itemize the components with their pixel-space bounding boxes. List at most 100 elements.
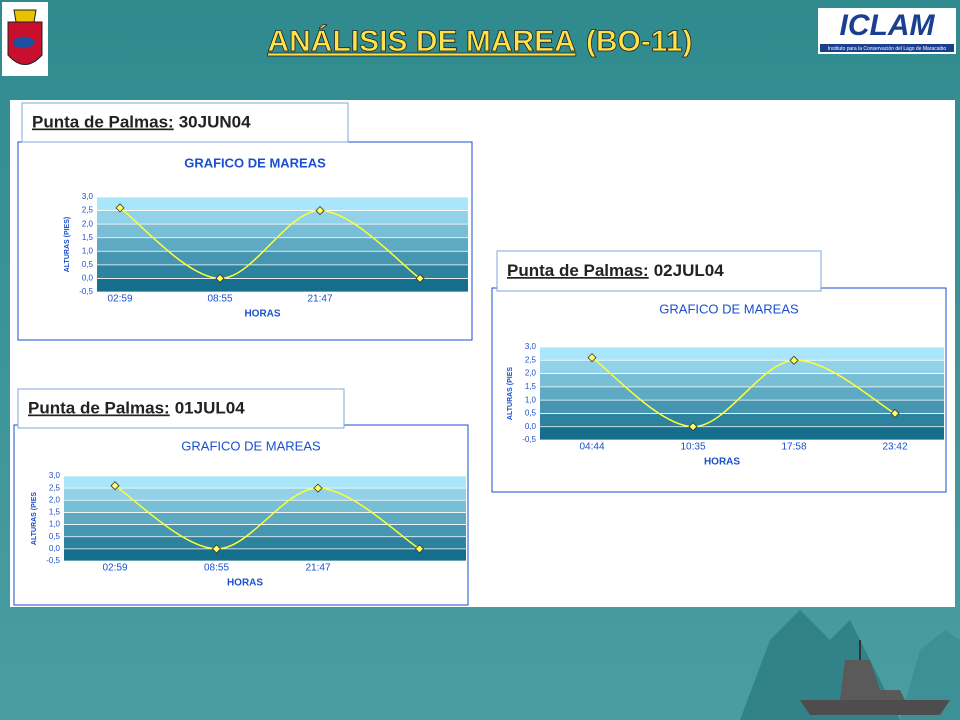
chart-title: GRAFICO DE MAREAS (181, 438, 321, 453)
y-tick-label: 1,0 (82, 246, 94, 255)
plot-band (540, 413, 944, 427)
y-tick-label: -0,5 (522, 435, 536, 444)
shield-logo (2, 2, 48, 76)
y-tick-label: 1,0 (525, 395, 537, 404)
caption-date: 01JUL04 (175, 399, 245, 418)
caption-place: Punta de Palmas: (32, 113, 174, 132)
plot-band (97, 210, 468, 225)
caption: Punta de Palmas: 30JUN04 (32, 113, 251, 132)
data-point (789, 355, 799, 365)
caption: Punta de Palmas: 01JUL04 (28, 399, 245, 418)
tide-line (114, 485, 420, 550)
y-tick-label: 0,0 (49, 544, 61, 553)
plot-band (64, 512, 466, 525)
x-tick-label: 23:42 (882, 442, 907, 453)
y-tick-label: 2,5 (525, 355, 537, 364)
y-tick-label: 0,0 (82, 274, 94, 283)
data-point (211, 544, 222, 554)
data-point (587, 353, 597, 363)
x-tick-label: 02:59 (102, 563, 127, 574)
y-tick-label: 1,5 (525, 382, 537, 391)
x-axis-title: HORAS (244, 309, 280, 320)
y-tick-label: 0,5 (82, 260, 94, 269)
y-axis-title: ALTURAS (PIES) (64, 217, 71, 272)
plot-band (97, 237, 468, 252)
y-tick-label: 2,0 (82, 219, 94, 228)
plot-band (64, 536, 466, 549)
caption-place: Punta de Palmas: (507, 261, 649, 280)
chart: GRAFICO DE MAREAS -0,5 0,0 0,5 1,0 1,5 2,0 2,5 3… (491, 250, 947, 493)
caption-box (17, 388, 345, 429)
plot-band (540, 386, 944, 401)
x-tick-label: 21:47 (307, 294, 332, 305)
y-tick-label: 3,0 (525, 342, 537, 351)
y-tick-label: 2,5 (49, 483, 61, 492)
data-point (415, 273, 425, 283)
y-tick-label: 3,0 (49, 471, 61, 480)
y-tick-label: 0,0 (525, 422, 537, 431)
plot-band (540, 360, 944, 374)
page-title: ANÁLISIS DE MAREA (BO-11) (267, 24, 692, 58)
iclam-logo: ICLAM Instituto para la Conservación del… (818, 8, 956, 54)
data-point (688, 422, 698, 432)
y-tick-label: 1,0 (49, 520, 61, 529)
title-main: ANÁLISIS DE MAREA (267, 24, 575, 58)
decoration (740, 610, 960, 720)
plot-band (64, 548, 466, 561)
data-point (115, 203, 125, 213)
caption-date: 30JUN04 (179, 113, 251, 132)
caption-box (21, 102, 349, 143)
chart-title: GRAFICO DE MAREAS (659, 301, 799, 316)
plot-band (64, 500, 466, 513)
title-suffix: (BO-11) (586, 25, 693, 58)
data-point (110, 481, 120, 491)
y-axis-title: ALTURAS (PIES (31, 492, 38, 545)
plot-band (97, 264, 468, 279)
y-tick-label: 2,0 (525, 369, 537, 378)
plot-band (97, 224, 468, 238)
logo-text: ICLAM (840, 9, 936, 42)
x-axis-title: HORAS (704, 457, 740, 468)
x-tick-label: 10:35 (680, 442, 705, 453)
chart: GRAFICO DE MAREAS -0,5 0,0 0,5 1,0 1,5 2,0 2,5 3… (17, 102, 473, 341)
y-axis-title: ALTURAS (PIES (507, 367, 514, 420)
chart: GRAFICO DE MAREAS -0,5 0,0 0,5 1,0 1,5 2,0 2,5 3… (13, 388, 469, 606)
plot-band (540, 400, 944, 414)
y-tick-label: 2,0 (49, 495, 61, 504)
chart-title: GRAFICO DE MAREAS (184, 155, 326, 170)
x-tick-label: 08:55 (207, 294, 232, 305)
plot-band (540, 347, 944, 361)
y-tick-label: -0,5 (79, 287, 93, 296)
x-tick-label: 04:44 (579, 442, 604, 453)
caption: Punta de Palmas: 02JUL04 (507, 261, 724, 280)
data-point (215, 273, 225, 283)
y-tick-label: -0,5 (46, 556, 60, 565)
y-tick-label: 3,0 (82, 192, 94, 201)
tide-line (119, 207, 421, 280)
data-point (315, 206, 325, 216)
plot-band (97, 197, 468, 211)
y-tick-label: 1,5 (82, 233, 94, 242)
y-tick-label: 0,5 (49, 532, 61, 541)
y-tick-label: 0,5 (525, 409, 537, 418)
x-tick-label: 02:59 (107, 294, 132, 305)
caption-place: Punta de Palmas: (28, 399, 170, 418)
x-tick-label: 17:58 (781, 442, 806, 453)
data-point (890, 408, 900, 418)
plot-band (97, 251, 468, 265)
y-tick-label: 2,5 (82, 206, 94, 215)
plot-band (64, 524, 466, 537)
logo-subtitle: Instituto para la Conservación del Lago … (828, 46, 947, 52)
y-tick-label: 1,5 (49, 508, 61, 517)
data-point (313, 483, 323, 493)
caption-date: 02JUL04 (654, 261, 724, 280)
plot-band (540, 426, 944, 440)
x-tick-label: 08:55 (204, 563, 229, 574)
caption-box (496, 250, 822, 292)
data-point (414, 544, 425, 554)
x-tick-label: 21:47 (305, 563, 330, 574)
plot-band (97, 278, 468, 292)
plot-band (64, 476, 466, 489)
